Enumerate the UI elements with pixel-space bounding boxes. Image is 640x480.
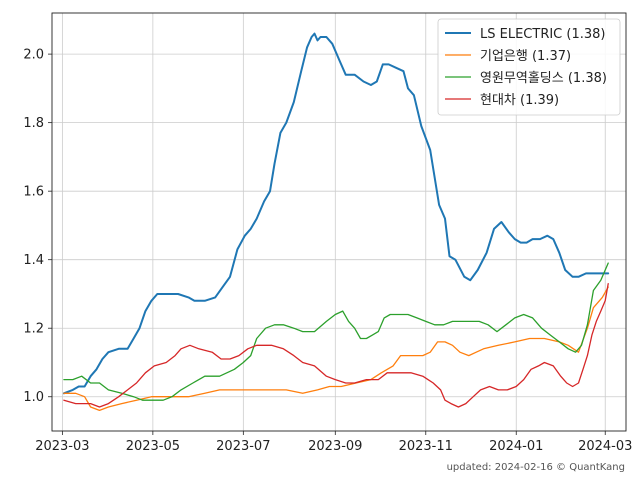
y-tick-label: 2.0 [23, 48, 44, 63]
legend: LS ELECTRIC (1.38) 기업은행 (1.37) 영원무역홀딩스 (1.… [437, 18, 621, 116]
legend-label: 영원무역홀딩스 (1.38) [480, 71, 607, 86]
series-line-4 [63, 283, 609, 408]
legend-box [437, 18, 621, 116]
series-line-3 [63, 262, 609, 401]
series-lines [62, 32, 610, 412]
legend-label: LS ELECTRIC (1.38) [480, 27, 605, 42]
footer-credit: updated: 2024-02-16 © QuantKang [447, 462, 625, 473]
y-tick-label: 1.2 [23, 322, 44, 337]
x-tick-label: 2023-05 [126, 439, 180, 454]
gridlines [52, 13, 626, 431]
y-tick-label: 1.0 [23, 390, 44, 405]
legend-label: 기업은행 (1.37) [480, 48, 571, 64]
x-tick-label: 2023-07 [216, 439, 270, 454]
x-tick-label: 2024-03 [578, 439, 632, 454]
y-tick-label: 1.8 [23, 116, 44, 131]
series-line-1 [62, 32, 610, 395]
x-tick-label: 2023-11 [399, 439, 453, 454]
axis-ticks: 2023-03 2023-05 2023-07 2023-09 2023-11 2024-… [23, 48, 632, 454]
plot-frame [51, 12, 627, 432]
legend-label: 현대차 (1.39) [480, 93, 559, 108]
x-tick-label: 2023-09 [308, 439, 362, 454]
y-tick-label: 1.4 [23, 253, 44, 268]
x-tick-label: 2024-01 [489, 439, 543, 454]
x-tick-label: 2023-03 [35, 439, 89, 454]
series-line-2 [63, 286, 609, 412]
y-tick-label: 1.6 [23, 185, 44, 200]
